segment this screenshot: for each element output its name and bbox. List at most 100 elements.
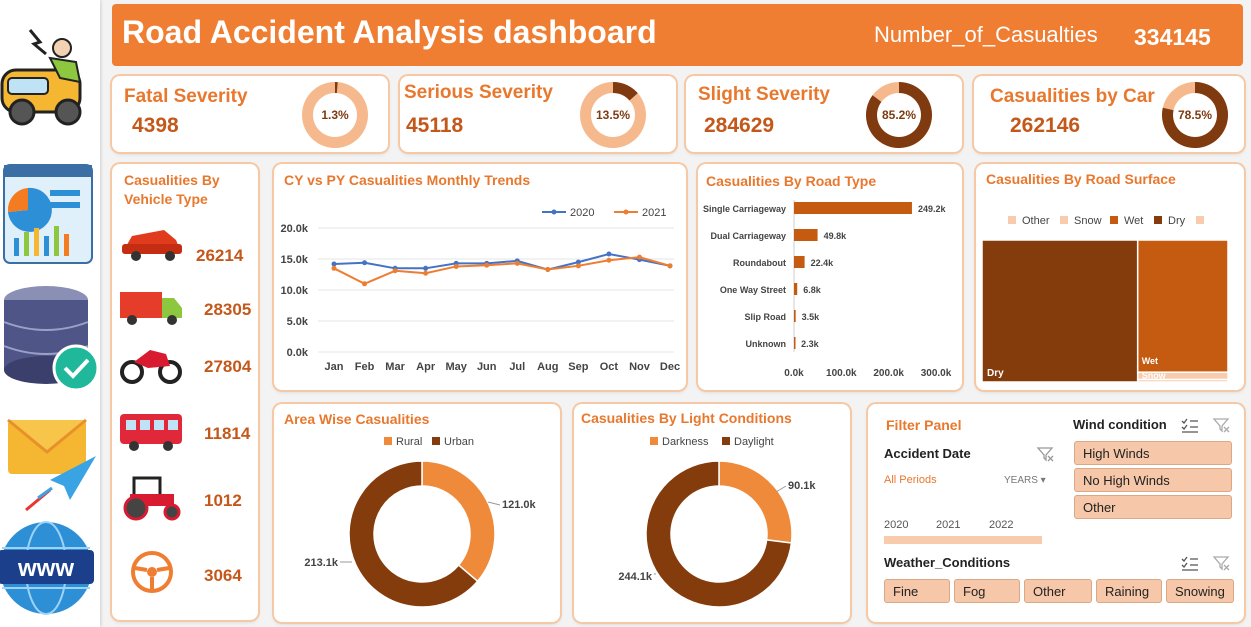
kpi-ring: 13.5% — [579, 82, 646, 148]
data-point — [362, 260, 368, 266]
treemap-label: Dry — [987, 368, 1004, 379]
database-check-icon[interactable] — [3, 286, 100, 392]
kpi-ring-fill — [613, 82, 638, 101]
kpi-ring-fill — [335, 82, 338, 94]
kpi-pct-label: 78.5% — [1178, 108, 1212, 122]
data-point — [453, 263, 459, 269]
slicer-fine[interactable]: Fine — [884, 579, 950, 603]
car-accident-icon[interactable] — [0, 29, 82, 126]
total-casualties-label: Number_of_Casualties — [874, 22, 1098, 47]
data-point — [545, 267, 551, 273]
y-tick-label: 20.0k — [280, 223, 308, 235]
slicer-no-high-winds[interactable]: No High Winds — [1074, 468, 1232, 492]
series-line-2020 — [333, 253, 671, 271]
slicer-fog[interactable]: Fog — [954, 579, 1020, 603]
legend-swatch — [432, 437, 440, 445]
total-casualties-value: 334145 — [1134, 24, 1211, 50]
data-point — [606, 251, 612, 257]
kpi-value: 45118 — [406, 114, 464, 137]
dashboard-icon[interactable] — [3, 164, 93, 264]
slicer-raining[interactable]: Raining — [1096, 579, 1162, 603]
donut-data-label: 90.1k — [788, 480, 816, 492]
slicer-snowing[interactable]: Snowing — [1166, 579, 1234, 603]
legend-label: Daylight — [734, 436, 774, 448]
y-tick-label: 5.0k — [287, 316, 309, 328]
slicer-wind-other[interactable]: Other — [1074, 495, 1232, 519]
donut-data-label: 244.1k — [618, 571, 653, 583]
car-icon — [122, 230, 182, 261]
year-2021[interactable]: 2021 — [936, 519, 961, 531]
multi-select-icon[interactable] — [1180, 555, 1200, 571]
wind-condition-title: Wind condition — [1073, 417, 1167, 432]
years-dropdown[interactable]: YEARS ▾ — [1004, 475, 1046, 486]
donut-slice — [348, 460, 479, 608]
legend-label: Urban — [444, 436, 474, 448]
kpi-title: Casualities by Car — [990, 86, 1155, 107]
treemap-label: Wet — [1142, 356, 1158, 366]
bar-category-label: Dual Carriageway — [710, 231, 786, 241]
data-point — [636, 254, 642, 260]
kpi-pct-label: 85.2% — [882, 108, 916, 122]
kpi-pct-label: 1.3% — [321, 108, 349, 122]
road-surface-card: Casualities By Road Surface Other Snow Wet… — [976, 164, 1244, 390]
data-point — [606, 257, 612, 263]
kpi-value: 262146 — [1010, 114, 1081, 137]
data-point — [667, 263, 673, 269]
bar-data-label: 3.5k — [802, 312, 821, 322]
road-type-card: Casualities By Road Type Single Carriage… — [698, 164, 962, 390]
bar — [794, 256, 805, 268]
vehicle-value-bus: 11814 — [204, 424, 251, 443]
x-tick-label: 200.0k — [873, 368, 904, 379]
web-globe-icon[interactable]: www — [0, 521, 94, 615]
y-tick-label: 15.0k — [280, 254, 308, 266]
legend-label: Wet — [1124, 215, 1143, 227]
x-tick-label: Aug — [537, 361, 558, 373]
legend-marker — [623, 209, 629, 215]
bar — [794, 283, 798, 295]
bar-data-label: 22.4k — [811, 258, 835, 268]
vehicle-value-steering: 3064 — [204, 566, 242, 585]
donut-slice — [718, 460, 793, 544]
years-dropdown-label: YEARS — [1004, 475, 1038, 486]
legend-label: 2020 — [570, 207, 594, 219]
x-tick-label: Jun — [477, 361, 497, 373]
legend-label: Snow — [1074, 215, 1102, 227]
kpi-title: Slight Severity — [698, 84, 830, 105]
truck-icon — [120, 292, 182, 325]
kpi-value: 284629 — [704, 114, 775, 137]
data-point — [575, 263, 581, 269]
monthly-trend-card: CY vs PY Casualities Monthly Trends 0.0k… — [274, 164, 686, 390]
legend-swatch — [1008, 216, 1016, 224]
icon-sidebar: www — [0, 0, 100, 627]
kpi-card-car: Casualities by Car 262146 78.5% — [974, 76, 1244, 152]
year-2022[interactable]: 2022 — [989, 519, 1014, 531]
clear-filter-icon[interactable] — [1036, 446, 1054, 462]
legend-swatch — [650, 437, 658, 445]
slicer-weather-other[interactable]: Other — [1024, 579, 1092, 603]
data-point — [331, 261, 337, 267]
light-conditions-chart: Darkness Daylight 90.1k 244.1k — [618, 436, 816, 608]
vehicle-type-card: Casualities By Vehicle Type — [112, 164, 258, 620]
timeline-bar[interactable] — [884, 536, 1042, 544]
bar-category-label: Slip Road — [744, 312, 786, 322]
vehicle-value-car: 26214 — [196, 246, 244, 265]
legend-label: Dry — [1168, 215, 1186, 227]
legend-swatch — [722, 437, 730, 445]
x-tick-label: 100.0k — [826, 368, 857, 379]
clear-filter-icon[interactable] — [1212, 555, 1232, 571]
slicer-high-winds[interactable]: High Winds — [1074, 441, 1232, 465]
multi-select-icon[interactable] — [1180, 417, 1200, 433]
year-2020[interactable]: 2020 — [884, 519, 909, 531]
email-send-icon[interactable] — [7, 418, 96, 512]
clear-filter-icon[interactable] — [1212, 417, 1232, 433]
svg-text:www: www — [17, 555, 74, 582]
legend-label: 2021 — [642, 207, 666, 219]
x-tick-label: Jan — [325, 361, 344, 373]
label-leader — [775, 485, 787, 493]
x-tick-label: 300.0k — [921, 368, 952, 379]
chart-title: Area Wise Casualities — [284, 411, 430, 427]
donut-data-label: 213.1k — [304, 557, 339, 569]
donut-data-label: 121.0k — [502, 499, 537, 511]
kpi-pct-label: 13.5% — [596, 108, 630, 122]
treemap-cell-other — [1136, 378, 1229, 383]
